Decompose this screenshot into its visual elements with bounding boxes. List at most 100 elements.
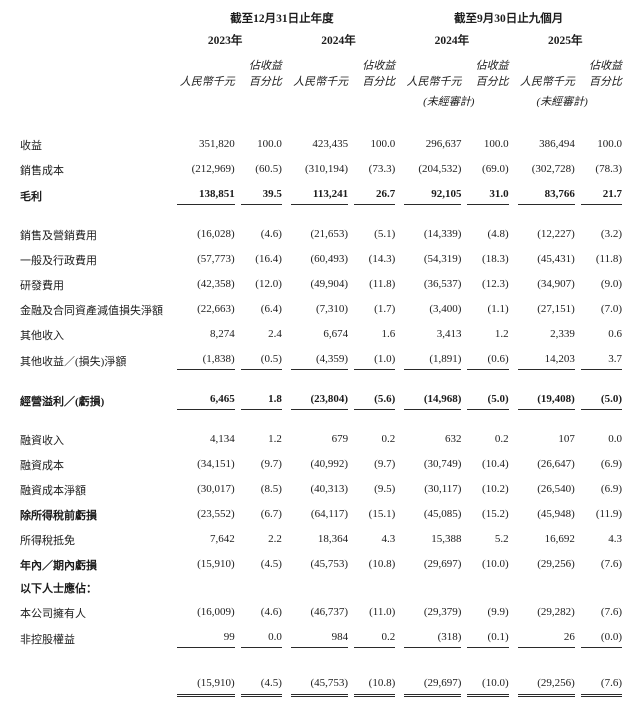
percent-cell: 5.2 [494, 533, 509, 545]
table-row: 收益 351,820 100.0 423,435 100.0 296,637 100.0 38… [20, 133, 622, 158]
amount-cell: (29,697) [395, 672, 462, 701]
amount-cell: (7,310) [316, 303, 349, 315]
row-label: 其他收入 [20, 330, 64, 342]
percent-cell: (4.5) [260, 558, 282, 570]
amount-cell: 351,820 [198, 138, 235, 150]
amount-cell: (1,838) [168, 348, 235, 374]
percent-cell: 3.7 [575, 348, 622, 374]
percent-cell: 26.7 [348, 183, 396, 209]
percent-cell: (11.8) [595, 253, 622, 265]
percent-cell: 0.6 [608, 328, 622, 340]
amount-cell: (54,319) [423, 253, 462, 265]
amount-cell: 26 [509, 626, 575, 652]
percent-cell: (7.6) [575, 672, 622, 701]
amount-cell: (22,663) [197, 303, 235, 315]
rmb-thousand-header: 人民幣千元 [179, 76, 235, 88]
amount-cell: (4,359) [282, 348, 349, 374]
amount-cell: 984 [282, 626, 349, 652]
percent-cell: (11.0) [369, 606, 396, 618]
year-2024-nine-months: 2024年 [434, 35, 470, 47]
percent-cell: (8.5) [260, 483, 282, 495]
period-group-nine-months: 截至9月30日止九個月 [453, 13, 564, 25]
percent-cell: (7.6) [600, 606, 622, 618]
percent-cell: (6.4) [260, 303, 282, 315]
amount-cell: (21,653) [310, 228, 349, 240]
amount-cell: (42,358) [197, 278, 235, 290]
amount-cell: (26,647) [537, 458, 575, 470]
amount-cell: (23,552) [197, 508, 235, 520]
percentage-header: 百分比 [475, 76, 509, 88]
percent-cell: (0.6) [461, 348, 509, 374]
year-2024: 2024年 [321, 35, 356, 47]
percent-cell: (4.6) [260, 606, 282, 618]
percent-cell: 4.3 [381, 533, 396, 545]
percent-cell: 31.0 [461, 183, 509, 209]
row-label: 銷售成本 [20, 165, 64, 177]
amount-cell: (29,256) [509, 672, 575, 701]
header-spacer [20, 12, 168, 34]
amount-cell: (310,194) [305, 163, 349, 175]
table-row: 銷售成本 (212,969) (60.5) (310,194) (73.3) (204,5… [20, 158, 622, 183]
amount-cell: 138,851 [168, 183, 235, 209]
percent-cell: 100.0 [370, 138, 396, 150]
row-label: 非控股權益 [20, 634, 75, 646]
amount-cell: (29,697) [423, 558, 462, 570]
amount-cell: (40,992) [310, 458, 349, 470]
table-row: (15,910) (4.5) (45,753) (10.8) (29,697) (10.0… [20, 672, 622, 701]
amount-cell: (19,408) [509, 388, 575, 414]
percent-cell: (15.2) [482, 508, 509, 520]
amount-cell: (16,009) [197, 606, 235, 618]
percent-cell: (0.1) [461, 626, 509, 652]
amount-cell: 6,674 [323, 328, 349, 340]
percent-cell: (11.8) [369, 278, 396, 290]
percent-cell: (73.3) [368, 163, 396, 175]
percent-cell: 1.8 [235, 388, 282, 414]
percent-cell: (6.9) [600, 483, 622, 495]
amount-cell: (30,017) [197, 483, 235, 495]
percent-cell: 100.0 [483, 138, 509, 150]
amount-cell: 15,388 [431, 533, 462, 545]
amount-cell: (45,753) [310, 558, 349, 570]
row-label: 金融及合同資產減值損失淨額 [20, 305, 163, 317]
amount-cell: 386,494 [539, 138, 575, 150]
pct-of-revenue-header: 佔收益 [248, 60, 282, 72]
table-row: 經營溢利／(虧損) 6,465 1.8 (23,804) (5.6) (14,968) (5… [20, 388, 622, 414]
percent-cell: (16.4) [255, 253, 282, 265]
rmb-thousand-header: 人民幣千元 [519, 76, 575, 88]
row-label: 其他收益／(損失)淨額 [20, 356, 127, 368]
table-row: 除所得稅前虧損 (23,552) (6.7) (64,117) (15.1) (45,08… [20, 503, 622, 528]
amount-cell: (212,969) [191, 163, 235, 175]
unaudited-label: (未經審計) [423, 96, 475, 108]
amount-cell: 107 [558, 433, 575, 445]
percent-cell: (4.5) [235, 672, 282, 701]
spacer-row [20, 652, 622, 672]
amount-cell: (29,256) [537, 558, 575, 570]
percent-cell: 1.2 [494, 328, 509, 340]
amount-cell: (12,227) [537, 228, 575, 240]
table-row: 本公司擁有人 (16,009) (4.6) (46,737) (11.0) (29,379… [20, 601, 622, 626]
amount-cell: (29,282) [537, 606, 575, 618]
percent-cell: (0.0) [575, 626, 622, 652]
percent-cell: (12.0) [255, 278, 282, 290]
table-row: 非控股權益 99 0.0 984 0.2 (318) (0.1) 26 (0.0) [20, 626, 622, 652]
period-group-row: 截至12月31日止年度 截至9月30日止九個月 [20, 12, 622, 34]
amount-cell: (30,749) [423, 458, 462, 470]
table-row: 銷售及營銷費用 (16,028) (4.6) (21,653) (5.1) (14,339… [20, 223, 622, 248]
percent-cell: (9.7) [260, 458, 282, 470]
amount-cell: 8,274 [209, 328, 235, 340]
percent-cell: (5.1) [374, 228, 396, 240]
percent-cell: (12.3) [482, 278, 509, 290]
pct-of-revenue-header: 佔收益 [589, 60, 622, 72]
year-2023: 2023年 [207, 35, 243, 47]
percent-cell: (10.0) [461, 672, 509, 701]
percent-cell: 0.2 [348, 626, 396, 652]
table-row: 所得稅抵免 7,642 2.2 18,364 4.3 15,388 5.2 16,692 4.3 [20, 528, 622, 553]
row-label: 經營溢利／(虧損) [20, 396, 105, 408]
amount-cell: (64,117) [310, 508, 349, 520]
percent-cell: (18.3) [482, 253, 509, 265]
percent-cell: (11.9) [595, 508, 622, 520]
percent-cell: (5.0) [575, 388, 622, 414]
percent-cell: 2.2 [268, 533, 282, 545]
percent-cell: (1.1) [487, 303, 509, 315]
amount-cell: (40,313) [310, 483, 349, 495]
